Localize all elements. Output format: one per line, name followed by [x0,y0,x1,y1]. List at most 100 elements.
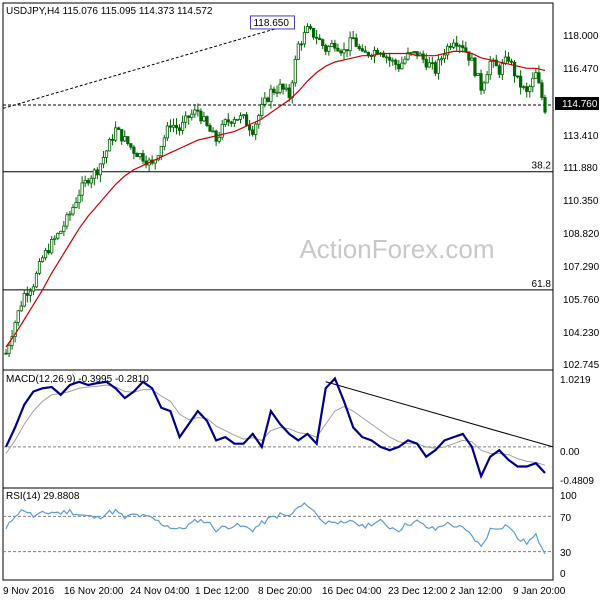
candle-body [336,47,340,52]
candle-body [427,62,431,68]
candle-body [403,58,407,64]
rsi-tick-70: 70 [560,513,572,524]
candle-body [458,45,462,48]
candle-body [406,52,410,60]
candle-body [217,136,221,142]
watermark: ActionForex.com [299,234,494,264]
candle-body [345,49,349,52]
candle-body [534,72,538,79]
candle-body [537,72,541,84]
candle-body [488,60,492,76]
x-tick-label: 8 Dec 20:00 [258,586,312,597]
candle-body [110,139,115,141]
dashed-trendline [2,22,296,109]
candle-body [251,129,255,135]
rsi-tick-100: 100 [560,491,577,502]
candle-body [266,97,270,102]
candle-body [461,45,465,49]
candle-body [86,179,90,184]
price-title: USDJPY,H4 115.076 115.095 114.373 114.57… [6,6,213,17]
candle-body [165,125,169,139]
price-tick: 108.820 [563,229,600,240]
x-tick-label: 9 Jan 20:00 [513,586,566,597]
price-tick: 102.745 [563,360,600,371]
candle-body [71,207,75,215]
candle-body [31,286,36,292]
candle-body [531,77,535,88]
macd-trendline [325,381,554,448]
candle-body [229,121,233,124]
candle-body [28,290,32,296]
candle-body [327,46,331,52]
candle-body [540,82,544,98]
candle-body [470,57,474,61]
candle-body [132,146,136,154]
price-tick: 104.230 [563,328,600,339]
candle-body [220,124,224,138]
candle-body [244,114,249,126]
candle-body [278,83,282,93]
x-tick-label: 9 Nov 2016 [3,586,55,597]
candle-body [506,56,511,62]
candle-body [503,56,508,64]
candle-body [162,137,166,147]
candle-body [260,103,264,116]
candle-body [241,114,246,117]
rsi-panel [2,487,554,581]
candle-body [235,118,240,121]
x-tick-label: 1 Dec 12:00 [195,586,249,597]
price-tick: 107.290 [563,262,600,273]
candle-body [135,153,139,157]
candle-body [59,230,63,234]
candle-body [238,115,243,120]
candle-body [509,60,514,63]
candle-body [497,65,501,75]
candle-body [351,37,355,40]
current-price-label: 114.760 [562,99,598,110]
candle-body [445,45,450,56]
candle-body [485,74,489,84]
candle-body [141,153,145,162]
price-tick: 105.760 [563,295,600,306]
price-tick: 110.350 [563,196,599,207]
candle-body [129,143,133,148]
candle-body [92,169,96,179]
candle-body [476,73,480,76]
candle-body [284,87,288,90]
candle-body [101,157,106,165]
candle-body [433,62,437,74]
candle-body [430,62,434,65]
candle-body [65,214,69,227]
candle-body [324,45,328,52]
candle-body [397,64,401,70]
candle-body [543,97,547,113]
candle-body [357,46,361,50]
candle-body [519,75,523,88]
candle-body [385,56,389,59]
candle-body [299,43,303,46]
candle-body [95,169,99,176]
candle-body [442,54,447,60]
candle-body [202,116,206,122]
candle-body [455,42,459,47]
candle-body [226,119,230,123]
candle-body [293,59,297,84]
candle-body [452,42,456,48]
candle-body [522,86,526,89]
macd-tick-zero: 0.00 [560,447,580,458]
candle-body [473,57,477,76]
candle-body [190,113,194,118]
candle-body [500,63,504,75]
candle-body [290,82,294,98]
candle-body [494,59,498,67]
candle-body [104,150,109,158]
candle-body [232,119,236,124]
candle-body [354,37,358,47]
candle-body [211,130,215,133]
candle-body [77,194,81,204]
candle-body [22,293,26,307]
candle-body [348,37,352,52]
macd-signal-line [5,384,546,466]
candle-body [123,136,127,142]
candle-body [248,125,252,131]
